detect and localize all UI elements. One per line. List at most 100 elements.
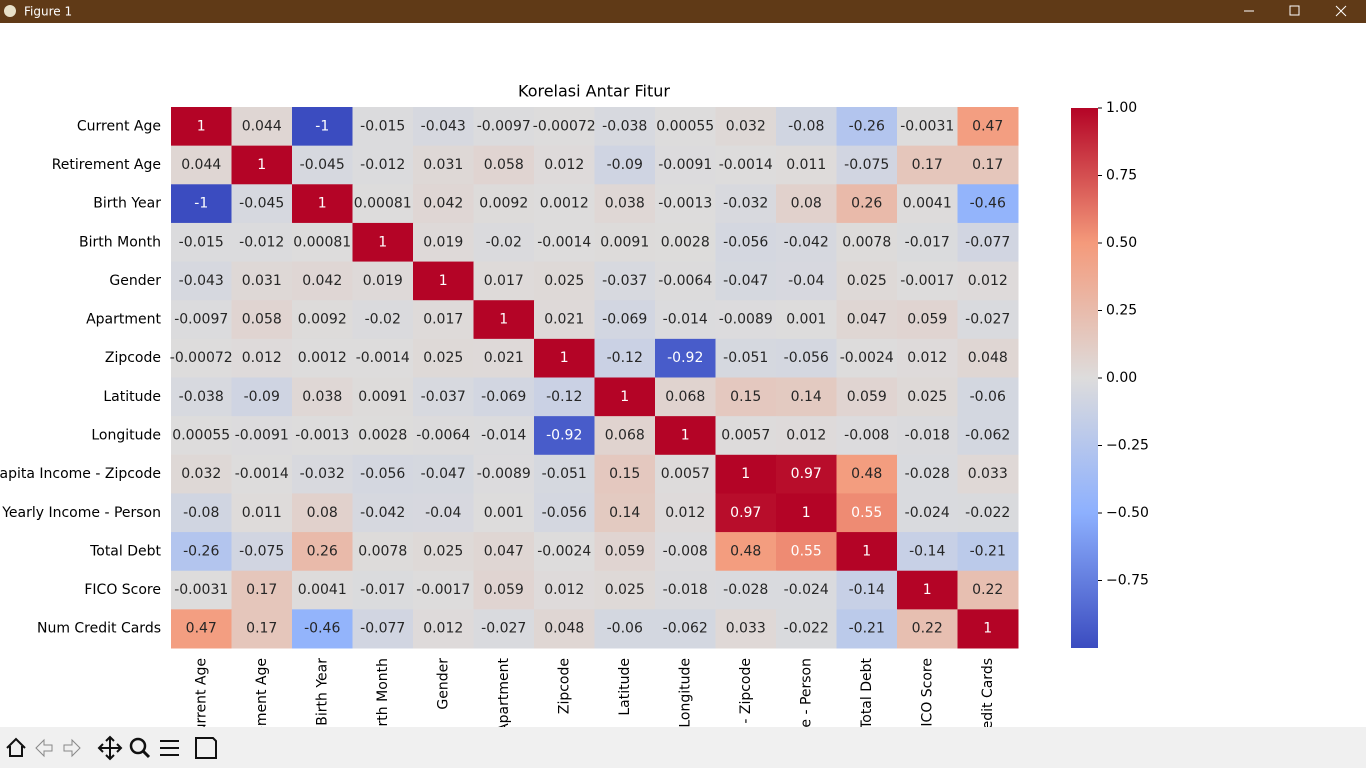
heatmap-cell xyxy=(231,493,293,533)
heatmap-cell xyxy=(776,107,837,147)
heatmap-cell xyxy=(594,377,656,417)
colorbar-tick-label: −0.75 xyxy=(1106,573,1149,589)
forward-button[interactable] xyxy=(63,738,81,758)
heatmap-cell xyxy=(231,416,293,456)
cell-label: -0.075 xyxy=(239,543,284,559)
heatmap-cell xyxy=(655,261,716,301)
heatmap-cell xyxy=(352,107,414,147)
close-button[interactable] xyxy=(1335,5,1347,17)
heatmap-cell xyxy=(594,338,656,378)
cell-label: 0.021 xyxy=(544,312,584,328)
cell-label: 0.0012 xyxy=(298,350,347,366)
cell-label: -0.0014 xyxy=(235,466,289,482)
heatmap-cell xyxy=(897,609,958,649)
cell-label: -0.0014 xyxy=(537,234,591,250)
cell-label: 0.17 xyxy=(246,621,277,637)
maximize-button[interactable] xyxy=(1289,5,1300,16)
heatmap-cell xyxy=(352,454,414,494)
cell-label: -0.0013 xyxy=(295,427,349,443)
heatmap-cell xyxy=(655,377,716,417)
cell-label: 0.15 xyxy=(730,389,761,405)
save-button[interactable] xyxy=(195,737,217,759)
cell-label: -0.0097 xyxy=(477,118,531,134)
cell-label: 0.0012 xyxy=(540,196,589,212)
cell-label: 0.0078 xyxy=(358,543,407,559)
cell-label: -0.017 xyxy=(360,582,405,598)
cell-label: -0.069 xyxy=(602,312,647,328)
heatmap-cell xyxy=(715,570,777,610)
cell-label: 0.032 xyxy=(726,118,766,134)
heatmap-cell xyxy=(836,300,898,340)
heatmap-cell xyxy=(594,493,656,533)
heatmap-cell xyxy=(655,222,716,263)
cell-label: -0.46 xyxy=(970,196,1006,212)
heatmap-cell xyxy=(534,609,595,649)
heatmap-cell xyxy=(292,570,353,610)
heatmap-cell xyxy=(655,493,716,533)
cell-label: 0.0057 xyxy=(661,466,710,482)
x-tick-label: Zipcode xyxy=(556,658,572,714)
heatmap-cell xyxy=(776,416,837,456)
heatmap-cell xyxy=(231,300,293,340)
heatmap-cell xyxy=(594,261,656,301)
cell-label: -0.14 xyxy=(909,543,945,559)
heatmap-cell xyxy=(171,184,232,224)
heatmap-cell xyxy=(897,532,958,572)
cell-label: 0.059 xyxy=(847,389,887,405)
back-button[interactable] xyxy=(35,738,53,758)
cell-label: -0.04 xyxy=(425,505,461,521)
heatmap-cell xyxy=(292,454,353,494)
heatmap-cell xyxy=(594,454,656,494)
cell-label: -0.08 xyxy=(788,118,824,134)
zoom-button[interactable] xyxy=(129,737,147,755)
cell-label: -0.027 xyxy=(965,312,1010,328)
cell-label: 1 xyxy=(923,582,932,598)
cell-label: 0.48 xyxy=(851,466,882,482)
heatmap-cell xyxy=(352,300,414,340)
heatmap-cell xyxy=(231,145,293,185)
y-tick-label: Apartment xyxy=(86,312,161,328)
heatmap-cell xyxy=(231,377,293,417)
heatmap-cell xyxy=(957,338,1019,378)
cell-label: -0.077 xyxy=(965,234,1010,250)
heatmap-cell xyxy=(352,261,414,301)
heatmap-cell xyxy=(413,222,474,263)
cell-label: -0.92 xyxy=(667,350,703,366)
heatmap-cell xyxy=(776,184,837,224)
y-tick-label: Birth Year xyxy=(93,196,161,212)
cell-label: -0.06 xyxy=(607,621,643,637)
cell-label: 0.55 xyxy=(791,543,822,559)
cell-label: 0.0092 xyxy=(479,196,528,212)
y-tick-label: Gender xyxy=(109,273,161,289)
cell-label: 0.08 xyxy=(791,196,822,212)
y-tick-label: Num Credit Cards xyxy=(37,621,161,637)
cell-label: -0.012 xyxy=(360,157,405,173)
cell-label: -0.017 xyxy=(905,234,950,250)
heatmap-cell xyxy=(534,454,595,494)
home-button[interactable] xyxy=(6,737,26,757)
heatmap-cell xyxy=(473,338,535,378)
configure-button[interactable] xyxy=(160,740,179,756)
cell-label: 1 xyxy=(197,118,206,134)
cell-label: -0.0091 xyxy=(235,427,289,443)
heatmap-cell xyxy=(836,145,898,185)
heatmap-cell xyxy=(776,300,837,340)
cell-label: -0.045 xyxy=(239,196,284,212)
heatmap-cell xyxy=(655,338,716,378)
heatmap-cell xyxy=(413,145,474,185)
heatmap-cell xyxy=(594,300,656,340)
cell-label: -0.075 xyxy=(844,157,889,173)
cell-label: 0.14 xyxy=(609,505,640,521)
heatmap-cell xyxy=(715,609,777,649)
cell-label: -0.043 xyxy=(421,118,466,134)
heatmap-cell xyxy=(171,261,232,301)
pan-button[interactable] xyxy=(97,735,123,761)
cell-label: 0.97 xyxy=(791,466,822,482)
heatmap-cell xyxy=(836,416,898,456)
cell-label: 0.97 xyxy=(730,505,761,521)
heatmap-cell xyxy=(231,454,293,494)
cell-label: 1 xyxy=(681,427,690,443)
title-bar xyxy=(0,0,1366,23)
heatmap-cell xyxy=(352,377,414,417)
